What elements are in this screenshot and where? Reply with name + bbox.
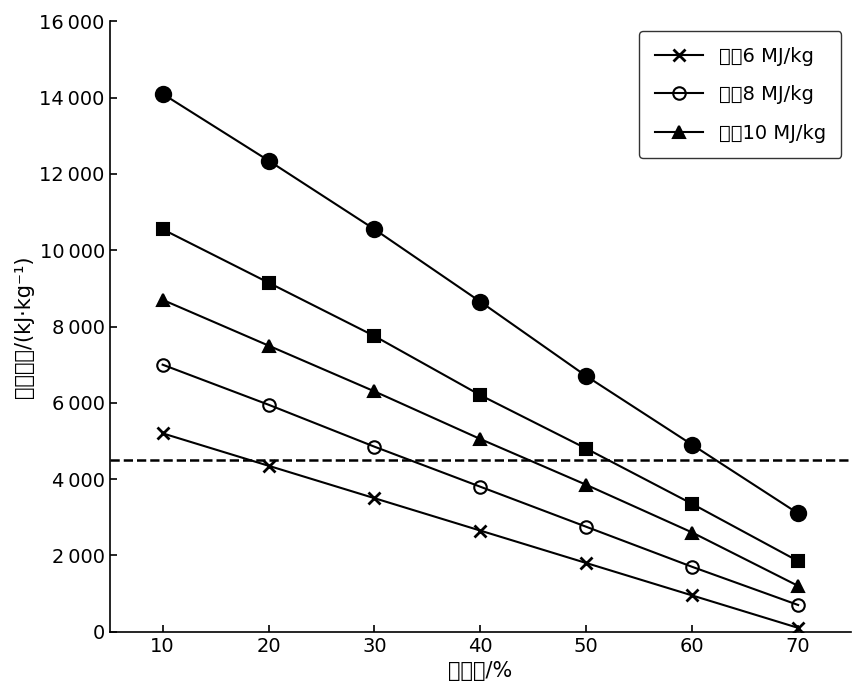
热倆8 MJ/kg (263, 400, 273, 409)
热倆8 MJ/kg (157, 361, 168, 369)
热倆6 MJ/kg (687, 591, 697, 600)
热倆6 MJ/kg (157, 430, 168, 438)
热倆6 MJ/kg (475, 526, 485, 534)
X-axis label: 含水率/%: 含水率/% (448, 661, 513, 681)
热倆8 MJ/kg (687, 563, 697, 571)
热倆10 MJ/kg (581, 481, 592, 489)
Line: 热倆6 MJ/kg: 热倆6 MJ/kg (157, 427, 804, 634)
热倆10 MJ/kg (793, 582, 804, 590)
热倆6 MJ/kg (263, 461, 273, 470)
热倆10 MJ/kg (687, 528, 697, 537)
Legend: 热倆6 MJ/kg, 热倆8 MJ/kg, 热倆10 MJ/kg: 热倆6 MJ/kg, 热倆8 MJ/kg, 热倆10 MJ/kg (639, 31, 842, 158)
热倆8 MJ/kg (475, 482, 485, 491)
热倆10 MJ/kg (475, 435, 485, 443)
Y-axis label: 进炉热値/(kJ·kg⁻¹): 进炉热値/(kJ·kg⁻¹) (14, 255, 34, 398)
Line: 热倆10 MJ/kg: 热倆10 MJ/kg (157, 293, 804, 592)
热倆10 MJ/kg (263, 341, 273, 350)
热倆6 MJ/kg (581, 559, 592, 567)
热倆10 MJ/kg (369, 387, 380, 395)
热倆8 MJ/kg (581, 523, 592, 531)
Line: 热倆8 MJ/kg: 热倆8 MJ/kg (157, 359, 804, 611)
热倆6 MJ/kg (793, 623, 804, 632)
热倆10 MJ/kg (157, 295, 168, 304)
热倆8 MJ/kg (369, 443, 380, 451)
热倆6 MJ/kg (369, 494, 380, 502)
热倆8 MJ/kg (793, 600, 804, 609)
